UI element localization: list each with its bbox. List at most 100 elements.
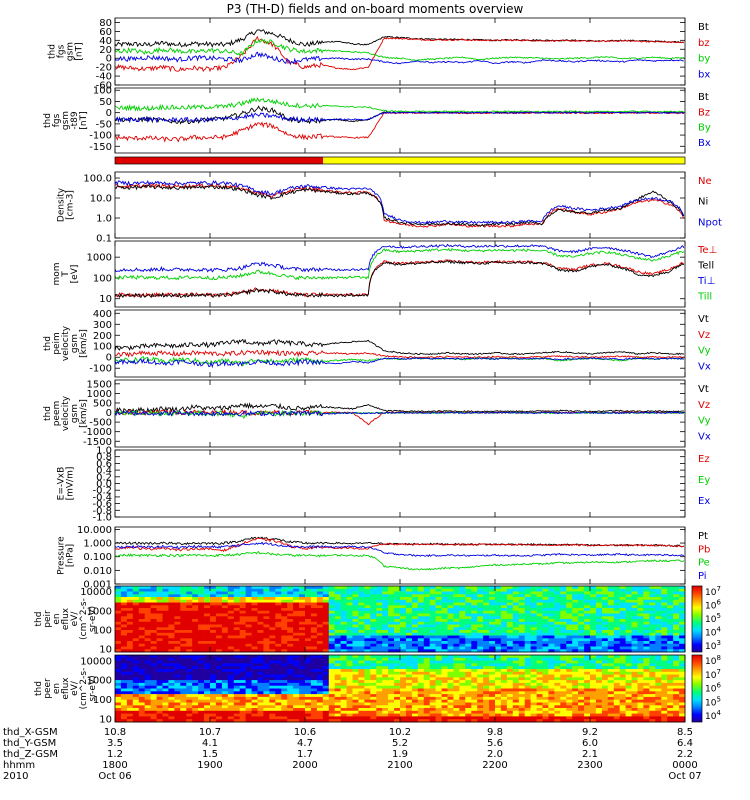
- spectrogram-cell: [411, 602, 419, 606]
- spectrogram-cell: [138, 694, 146, 698]
- spectrogram-cell: [370, 608, 377, 612]
- spectrogram-cell: [595, 616, 603, 620]
- ytick-label: 1.000: [83, 539, 112, 550]
- spectrogram-cell: [524, 627, 531, 631]
- spectrogram-cell: [417, 638, 425, 642]
- spectrogram-cell: [400, 699, 407, 703]
- spectrogram-cell: [186, 627, 193, 631]
- spectrogram-cell: [423, 588, 431, 592]
- spectrogram-cell: [382, 641, 389, 645]
- spectrogram-cell: [655, 716, 662, 720]
- spectrogram-cell: [483, 627, 490, 631]
- spectrogram-cell: [287, 613, 294, 617]
- spectrogram-cell: [423, 632, 431, 636]
- spectrogram-cell: [572, 649, 579, 653]
- spectrogram-cell: [310, 682, 318, 687]
- spectrogram-cell: [554, 696, 561, 701]
- spectrogram-cell: [227, 699, 235, 703]
- ylabel-line: peer: [43, 678, 53, 699]
- spectrogram-cell: [215, 643, 223, 647]
- spectrogram-cell: [126, 666, 134, 670]
- spectrogram-cell: [192, 627, 199, 631]
- spectrogram-cell: [405, 613, 413, 617]
- spectrogram-cell: [352, 696, 359, 701]
- spectrogram-cell: [483, 635, 490, 639]
- spectrogram-cell: [584, 638, 591, 642]
- spectrogram-cell: [334, 674, 341, 678]
- ylabel-line: gsm: [70, 404, 80, 423]
- ylabel-line: velocity: [61, 325, 71, 361]
- ytick-label: -500: [89, 418, 112, 429]
- spectrogram-cell: [560, 594, 567, 598]
- spectrogram-cell: [352, 674, 359, 678]
- spectrogram-cell: [132, 643, 140, 647]
- spectrogram-cell: [120, 594, 128, 598]
- spectrogram-cell: [423, 702, 431, 706]
- spectrogram-cell: [512, 602, 520, 606]
- spectrogram-cell: [132, 694, 140, 698]
- spectrogram-cell: [174, 638, 181, 642]
- spectrogram-cell: [471, 632, 478, 636]
- spectrogram-cell: [512, 649, 520, 653]
- spectrogram-cell: [441, 660, 448, 664]
- spectrogram-cell: [310, 671, 318, 675]
- spectrogram-cell: [631, 710, 638, 714]
- spectrogram-cell: [328, 616, 336, 620]
- spectrogram-cell: [376, 716, 383, 720]
- spectrogram-cell: [162, 599, 169, 603]
- spectrogram-cell: [661, 663, 668, 667]
- spectrogram-cell: [370, 641, 377, 645]
- spectrogram-cell: [204, 710, 211, 714]
- spectrogram-cell: [364, 641, 371, 645]
- spectrogram-cell: [269, 663, 276, 667]
- spectrogram-cell: [465, 646, 472, 650]
- spectrogram-cell: [477, 699, 484, 703]
- spectrogram-cell: [305, 694, 312, 698]
- spectrogram-cell: [405, 619, 413, 623]
- spectrogram-cell: [500, 641, 508, 645]
- spectrogram-cell: [607, 616, 615, 620]
- spectrogram-cell: [174, 613, 181, 617]
- spectrogram-cell: [601, 616, 609, 620]
- spectrogram-cell: [334, 630, 341, 634]
- spectrogram-cell: [340, 591, 347, 595]
- spectrogram-cell: [643, 624, 650, 628]
- spectrogram-cell: [227, 702, 235, 706]
- spectrogram-cell: [328, 588, 336, 592]
- spectrogram-cell: [287, 663, 294, 667]
- spectrogram-cell: [251, 685, 258, 689]
- spectrogram-cell: [423, 616, 431, 620]
- spectrogram-cell: [174, 632, 181, 636]
- spectrogram-cell: [376, 705, 383, 709]
- spectrogram-cell: [453, 616, 460, 620]
- spectrogram-cell: [435, 632, 442, 636]
- spectrogram-cell: [334, 685, 341, 689]
- spectrogram-cell: [530, 610, 537, 614]
- spectrogram-cell: [221, 586, 229, 590]
- spectrogram-cell: [471, 699, 478, 703]
- spectrogram-cell: [334, 616, 341, 620]
- spectrogram-cell: [518, 660, 526, 664]
- spectrogram-cell: [257, 599, 264, 603]
- spectrogram-cell: [144, 699, 151, 703]
- spectrogram-cell: [310, 635, 318, 639]
- spectrogram-cell: [281, 685, 288, 689]
- spectrogram-cell: [471, 610, 478, 614]
- spectrogram-cell: [465, 680, 472, 684]
- spectrogram-cell: [168, 682, 175, 687]
- spectrogram-cell: [275, 632, 282, 636]
- ytick-label: 40: [99, 36, 112, 47]
- spectrogram-cell: [168, 677, 175, 681]
- spectrogram-cell: [435, 638, 442, 642]
- ylabel-line: thd: [48, 44, 58, 59]
- spectrogram-cell: [138, 616, 146, 620]
- spectrogram-cell: [435, 688, 442, 692]
- spectrogram-cell: [269, 694, 276, 698]
- series-Ti⊥: [114, 243, 685, 273]
- spectrogram-cell: [429, 635, 436, 639]
- spectrogram-cell: [471, 586, 478, 590]
- spectrogram-cell: [411, 708, 419, 712]
- spectrogram-cell: [590, 705, 597, 709]
- spectrogram-cell: [566, 710, 573, 714]
- spectrogram-cell: [132, 627, 140, 631]
